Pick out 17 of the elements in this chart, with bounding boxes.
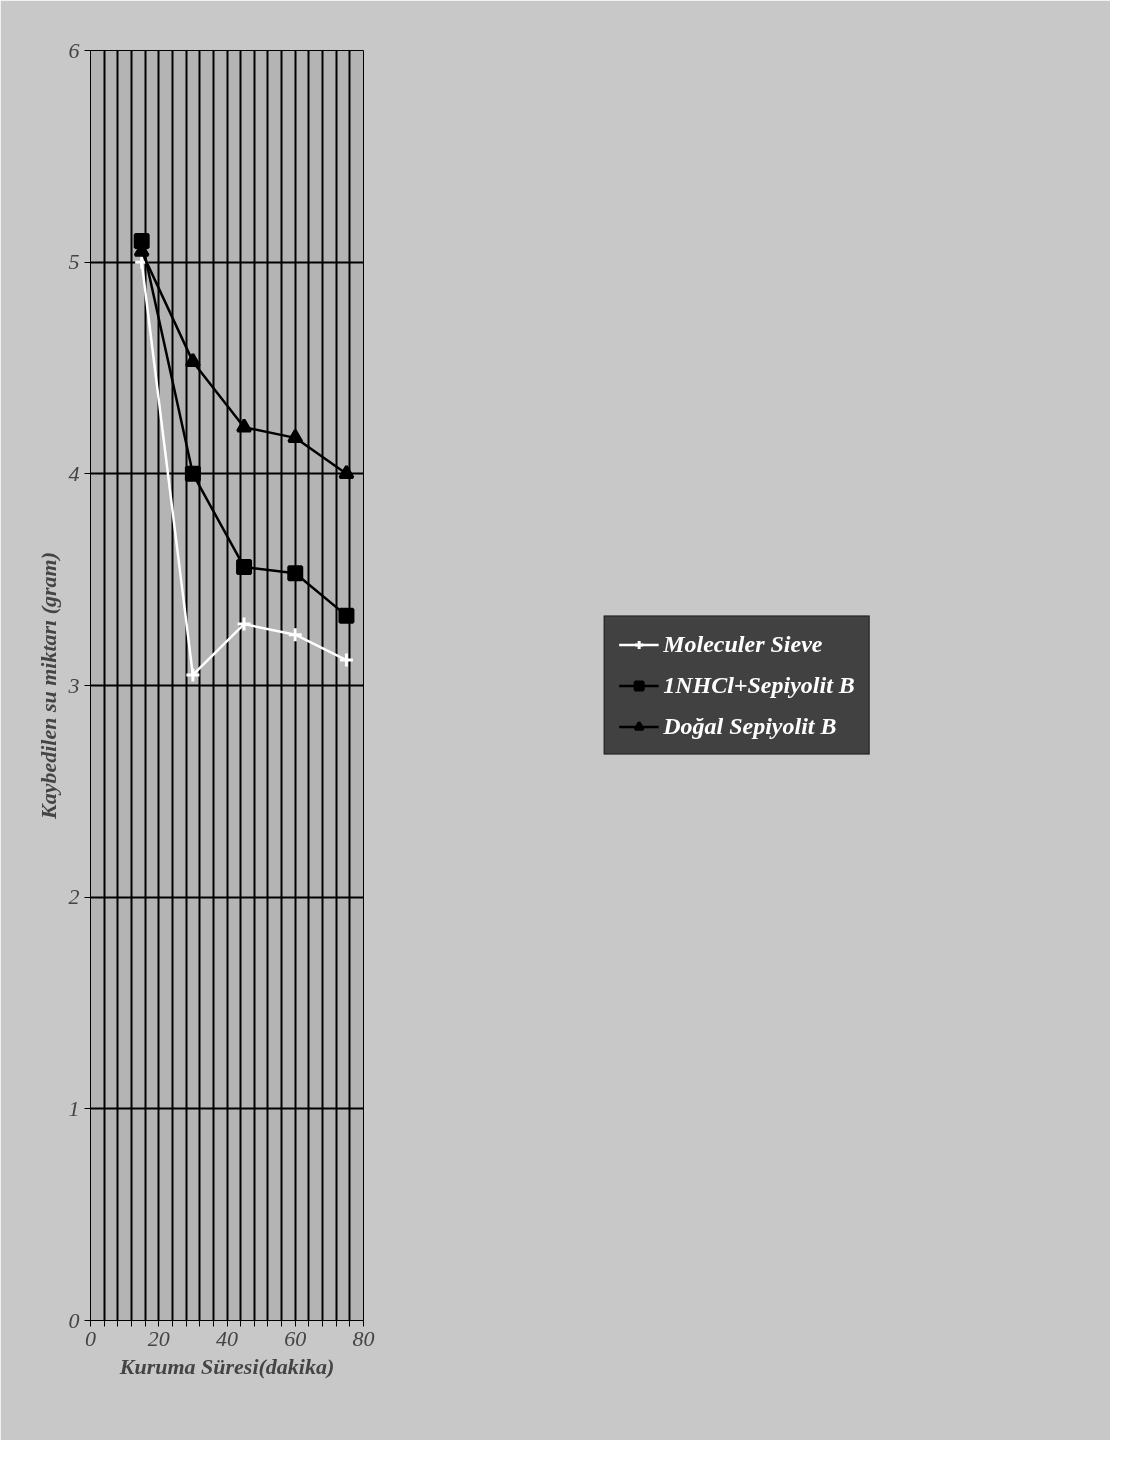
legend-label: Moleculer Sieve xyxy=(663,630,823,658)
y-tick-label: 3 xyxy=(67,672,80,698)
y-tick-label: 6 xyxy=(68,37,80,63)
legend-label: 1NHCl+Sepiyolit B xyxy=(663,671,855,699)
x-tick-label: 0 xyxy=(85,1325,96,1351)
x-tick-label: 40 xyxy=(216,1325,238,1351)
y-tick-label: 5 xyxy=(68,249,80,275)
y-tick-label: 4 xyxy=(68,460,80,486)
x-axis-title: Kuruma Süresi(dakika) xyxy=(118,1353,335,1379)
x-tick-label: 20 xyxy=(147,1325,170,1351)
legend-label: Doğal Sepiyolit B xyxy=(663,712,837,740)
y-tick-label: 1 xyxy=(68,1095,80,1121)
x-tick-label: 80 xyxy=(352,1325,375,1351)
y-axis-title: Kaybedilen su miktarı (gram) xyxy=(35,551,61,821)
x-tick-label: 60 xyxy=(284,1325,307,1351)
y-tick-label: 2 xyxy=(68,884,80,910)
y-tick-label: 0 xyxy=(68,1307,80,1333)
